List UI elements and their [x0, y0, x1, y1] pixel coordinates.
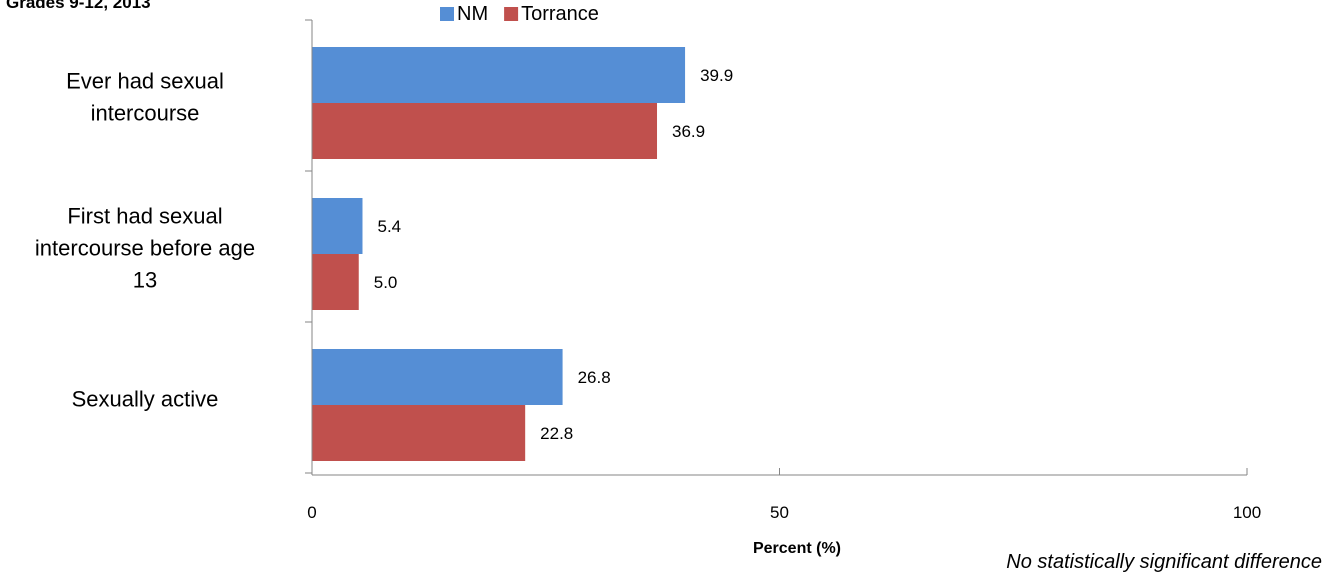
- data-label-torrance-2: 22.8: [540, 424, 573, 443]
- category-label-0-line-1: intercourse: [91, 101, 200, 126]
- legend: NM Torrance: [440, 3, 599, 25]
- x-tick-label-2: 100: [1233, 503, 1261, 522]
- legend-label-torrance: Torrance: [521, 3, 599, 25]
- bar-torrance-2: [312, 405, 526, 461]
- category-label-2-line-0: Sexually active: [72, 387, 219, 412]
- category-label-1-line-2: 13: [133, 268, 157, 293]
- chart-subtitle: Grades 9-12, 2013: [6, 0, 151, 12]
- bar-nm-1: [312, 198, 363, 254]
- legend-label-nm: NM: [457, 3, 488, 25]
- x-tick-label-0: 0: [307, 503, 316, 522]
- legend-swatch-nm: [440, 7, 454, 21]
- category-label-1-line-0: First had sexual: [67, 204, 222, 229]
- plot-area: 39.9 36.9 5.4 5.0 26.8 22.8: [312, 47, 733, 461]
- data-label-nm-0: 39.9: [700, 66, 733, 85]
- data-label-nm-1: 5.4: [377, 217, 401, 236]
- bar-torrance-0: [312, 103, 658, 159]
- category-labels: Ever had sexual intercourse First had sexu…: [35, 69, 255, 412]
- data-label-torrance-1: 5.0: [374, 273, 398, 292]
- category-label-0-line-0: Ever had sexual: [66, 69, 224, 94]
- data-label-torrance-0: 36.9: [672, 122, 705, 141]
- significance-note: No statistically significant difference: [1006, 551, 1322, 573]
- bar-torrance-1: [312, 254, 359, 310]
- x-axis-title: Percent (%): [753, 540, 841, 557]
- category-label-1-line-1: intercourse before age: [35, 236, 255, 261]
- x-tick-label-1: 50: [770, 503, 789, 522]
- data-label-nm-2: 26.8: [578, 368, 611, 387]
- bar-nm-2: [312, 349, 563, 405]
- bar-nm-0: [312, 47, 686, 103]
- legend-swatch-torrance: [504, 7, 519, 21]
- axes: 0 50 100: [305, 19, 1261, 522]
